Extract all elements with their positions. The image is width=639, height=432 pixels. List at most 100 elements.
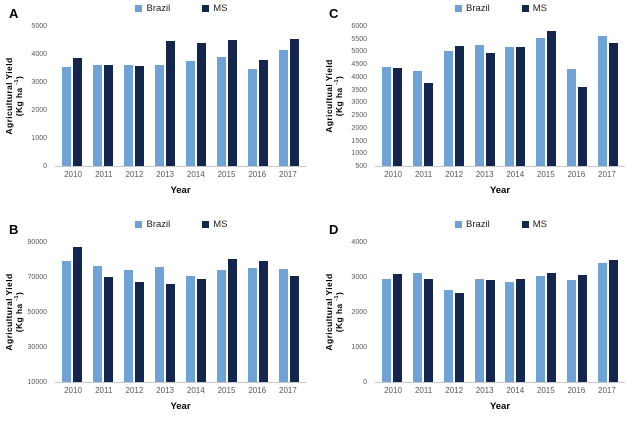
bar-group-2010 xyxy=(62,242,82,382)
y-tick-label: 30000 xyxy=(27,344,47,351)
y-tick-label: 1000 xyxy=(351,150,367,158)
y-tick-label: 1000 xyxy=(31,135,47,142)
legend-c: Brazil MS xyxy=(375,3,627,14)
bar-group-2017 xyxy=(279,242,299,382)
bar-group-2012 xyxy=(124,26,144,166)
x-tick-label: 2014 xyxy=(186,170,205,179)
bar-ms-2016 xyxy=(578,87,588,166)
x-tick-label: 2012 xyxy=(445,386,464,395)
bar-ms-2015 xyxy=(228,40,237,166)
plot-area-a xyxy=(55,26,306,167)
bars-b xyxy=(55,242,306,382)
chart-panel-a: A Brazil MS Agricultural Yield (Kg ha -1… xyxy=(0,0,320,216)
bar-ms-2013 xyxy=(166,284,175,382)
bar-brazil-2016 xyxy=(567,69,577,166)
x-tick-label: 2015 xyxy=(536,170,555,179)
bar-ms-2016 xyxy=(259,260,268,382)
bar-brazil-2012 xyxy=(124,270,133,382)
bar-ms-2016 xyxy=(578,274,588,382)
y-axis-ticks-b: 10000 30000 50000 70000 90000 xyxy=(18,239,50,386)
x-tick-label: 2012 xyxy=(445,170,464,179)
bar-group-2013 xyxy=(155,242,175,382)
legend-entry-ms: MS xyxy=(202,219,228,230)
legend-label-ms: MS xyxy=(213,219,228,230)
bar-group-2015 xyxy=(536,242,557,382)
x-tick-label: 2011 xyxy=(95,170,113,179)
legend-label-ms: MS xyxy=(213,3,228,14)
legend-entry-brazil: Brazil xyxy=(454,219,490,230)
bar-ms-2010 xyxy=(73,57,82,166)
legend-swatch-brazil xyxy=(454,221,462,228)
bar-group-2012 xyxy=(443,26,464,166)
bar-group-2016 xyxy=(248,242,268,382)
bar-brazil-2010 xyxy=(382,67,391,166)
y-tick-label: 4000 xyxy=(351,73,367,81)
y-axis-title-line1: Agricultural Yield xyxy=(3,57,14,135)
bar-group-2015 xyxy=(536,26,557,166)
legend-label-ms: MS xyxy=(532,3,547,14)
plot-area-c xyxy=(375,26,625,167)
y-tick-label: 0 xyxy=(363,379,367,386)
y-tick-label: 70000 xyxy=(27,274,47,281)
bar-group-2016 xyxy=(567,26,588,166)
y-axis-ticks-a: 0 1000 2000 3000 4000 5000 xyxy=(18,23,50,170)
x-tick-label: 2014 xyxy=(506,170,525,179)
bar-brazil-2017 xyxy=(597,36,607,166)
legend-swatch-ms xyxy=(202,221,210,228)
x-tick-label: 2016 xyxy=(248,386,267,395)
legend-entry-brazil: Brazil xyxy=(135,219,170,230)
bar-ms-2014 xyxy=(197,43,206,166)
bar-brazil-2011 xyxy=(93,64,102,166)
x-tick-label: 2015 xyxy=(217,170,236,179)
plot-area-d xyxy=(375,242,625,383)
bar-group-2015 xyxy=(217,242,237,382)
x-tick-label: 2013 xyxy=(475,386,494,395)
bar-ms-2016 xyxy=(259,60,268,166)
y-axis-title-line1: Agricultual Yield xyxy=(323,59,334,133)
bar-brazil-2016 xyxy=(567,280,577,382)
bar-brazil-2015 xyxy=(536,38,546,166)
bar-group-2011 xyxy=(412,242,433,382)
panel-letter-b: B xyxy=(9,222,19,237)
bar-group-2014 xyxy=(505,26,526,166)
bar-ms-2013 xyxy=(485,280,495,382)
y-tick-label: 5000 xyxy=(31,23,47,30)
bar-ms-2017 xyxy=(290,275,299,382)
x-tick-label: 2010 xyxy=(64,170,82,179)
bar-group-2012 xyxy=(443,242,464,382)
legend-swatch-brazil xyxy=(135,221,143,228)
bar-brazil-2015 xyxy=(217,57,226,166)
bar-brazil-2012 xyxy=(124,65,133,166)
bar-brazil-2013 xyxy=(155,267,164,382)
bar-ms-2011 xyxy=(423,83,433,166)
x-tick-label: 2017 xyxy=(279,386,297,395)
bar-group-2017 xyxy=(279,26,299,166)
y-axis-ticks-d: 0 1000 2000 3000 4000 xyxy=(338,239,370,386)
bar-ms-2011 xyxy=(104,64,113,166)
bar-group-2014 xyxy=(186,26,206,166)
bar-group-2014 xyxy=(186,242,206,382)
panel-letter-c: C xyxy=(329,6,339,21)
x-axis-ticks-a: 2010 2011 2012 2013 2014 2015 2016 2017 xyxy=(55,170,306,179)
y-tick-label: 500 xyxy=(355,163,367,170)
bar-brazil-2014 xyxy=(186,61,195,166)
x-tick-label: 2012 xyxy=(125,386,144,395)
legend-swatch-ms xyxy=(521,221,529,228)
legend-label-brazil: Brazil xyxy=(465,3,490,14)
x-tick-label: 2013 xyxy=(156,386,174,395)
bar-ms-2013 xyxy=(485,52,495,166)
chart-panel-b: B Brazil MS Agricultural Yield (Kg ha -1… xyxy=(0,216,320,432)
x-tick-label: 2014 xyxy=(186,386,205,395)
x-axis-ticks-d: 2010 2011 2012 2013 2014 2015 2016 2017 xyxy=(375,386,625,395)
bar-group-2010 xyxy=(62,26,82,166)
bar-ms-2010 xyxy=(73,247,82,382)
y-tick-label: 10000 xyxy=(27,379,47,386)
x-tick-label: 2013 xyxy=(475,170,494,179)
bar-brazil-2014 xyxy=(186,276,195,382)
legend-label-ms: MS xyxy=(532,219,547,230)
legend-label-brazil: Brazil xyxy=(146,3,171,14)
bar-group-2013 xyxy=(474,242,495,382)
bar-ms-2012 xyxy=(454,293,464,382)
bar-brazil-2010 xyxy=(382,278,391,382)
